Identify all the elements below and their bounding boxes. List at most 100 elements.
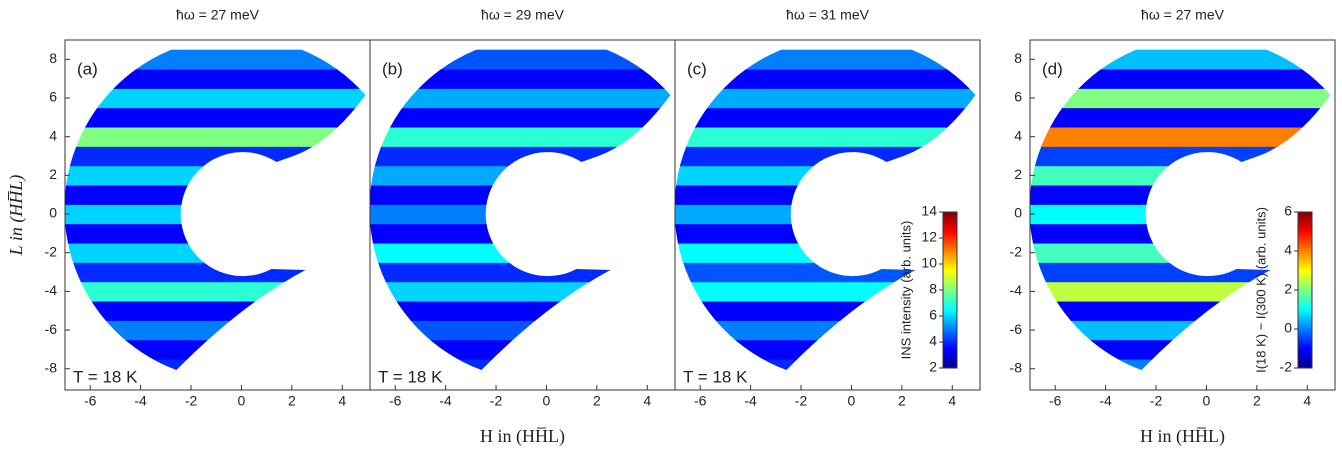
heat-row <box>65 204 366 225</box>
y-tick-label: -8 <box>45 359 58 375</box>
y-tick-label: -4 <box>1010 282 1023 298</box>
panel-title: ħω = 31 meV <box>786 7 870 23</box>
y-tick-label: 8 <box>49 50 57 66</box>
y-tick-label: 2 <box>1014 166 1022 182</box>
x-tick-label: 2 <box>898 393 906 409</box>
x-tick-label: 0 <box>848 393 856 409</box>
x-tick-label: 4 <box>643 393 651 409</box>
heat-row <box>370 185 671 205</box>
heat-row <box>65 185 366 205</box>
heat-row <box>65 127 366 147</box>
colorbar-tick-label: 10 <box>921 255 937 271</box>
heat-row <box>1030 339 1331 360</box>
colorbar-tick-label: 4 <box>929 333 937 349</box>
heat-row <box>370 223 671 244</box>
y-tick-label: -2 <box>1010 243 1023 259</box>
x-tick-label: 0 <box>1203 393 1211 409</box>
colorbar-tick-label: 4 <box>1284 242 1292 258</box>
heat-row <box>65 49 366 70</box>
panel-label: (d) <box>1042 59 1063 78</box>
heat-row <box>370 243 671 263</box>
heat-row <box>370 107 671 128</box>
heat-row <box>65 107 366 128</box>
panel-label: (b) <box>382 59 403 78</box>
heat-row <box>370 262 671 283</box>
x-tick-label: -6 <box>389 393 402 409</box>
x-tick-label: 4 <box>948 393 956 409</box>
colorbar-label: INS intensity (arb. units) <box>898 221 913 360</box>
panel-title: ħω = 27 meV <box>1141 7 1225 23</box>
panel-title: ħω = 27 meV <box>176 7 260 23</box>
y-tick-label: 0 <box>1014 205 1022 221</box>
heat-row <box>675 69 976 89</box>
colorbar-tick-label: 8 <box>929 281 937 297</box>
heat-row <box>1030 165 1331 186</box>
x-tick-label: 4 <box>338 393 346 409</box>
heat-row <box>370 281 671 302</box>
heatmap <box>65 49 366 371</box>
heat-row <box>1030 223 1331 244</box>
heat-row <box>65 88 366 109</box>
x-tick-label: -2 <box>1150 393 1163 409</box>
colorbar <box>1297 211 1313 369</box>
colorbar-tick-label: 0 <box>1284 320 1292 336</box>
y-tick-label: 6 <box>1014 89 1022 105</box>
heat-row <box>65 262 366 283</box>
heat-row <box>675 88 976 109</box>
heat-row <box>1030 49 1331 70</box>
heat-row <box>1030 69 1331 89</box>
x-tick-label: -2 <box>490 393 503 409</box>
colorbar-tick-label: 6 <box>1284 203 1292 219</box>
heat-row <box>675 165 976 186</box>
heat-row <box>65 223 366 244</box>
heat-row <box>1030 88 1331 109</box>
heat-row <box>1030 127 1331 147</box>
x-tick-label: -6 <box>84 393 97 409</box>
heat-row <box>65 301 366 321</box>
heat-row <box>65 320 366 341</box>
heat-row <box>65 339 366 360</box>
heat-row <box>1030 262 1331 283</box>
panel-title: ħω = 29 meV <box>481 7 565 23</box>
heat-row <box>370 301 671 321</box>
annotation: T = 18 K <box>73 367 138 386</box>
y-tick-label: 8 <box>1014 50 1022 66</box>
heat-row <box>370 127 671 147</box>
colorbar-tick-label: -2 <box>1280 359 1293 375</box>
x-tick-label: 4 <box>1303 393 1311 409</box>
x-tick-label: -6 <box>1049 393 1062 409</box>
colorbar <box>942 211 958 369</box>
y-tick-label: 6 <box>49 89 57 105</box>
frame <box>674 39 981 391</box>
y-tick-label: -6 <box>1010 321 1023 337</box>
y-tick-label: 4 <box>1014 127 1022 143</box>
heat-row <box>675 49 976 70</box>
heatmap <box>370 49 671 371</box>
x-tick-label: 0 <box>543 393 551 409</box>
heat-row <box>1030 146 1331 167</box>
x-tick-label: -2 <box>185 393 198 409</box>
y-tick-label: 4 <box>49 127 57 143</box>
x-tick-label: 0 <box>238 393 246 409</box>
x-tick-label: 2 <box>593 393 601 409</box>
x-tick-label: 2 <box>1253 393 1261 409</box>
heat-row <box>370 88 671 109</box>
heat-row <box>675 146 976 167</box>
colorbar-tick-label: 6 <box>929 307 937 323</box>
y-tick-label: -4 <box>45 282 58 298</box>
panel-label: (a) <box>77 59 98 78</box>
x-axis-label: H in (HH̅L) <box>1140 426 1225 447</box>
y-tick-label: 0 <box>49 205 57 221</box>
annotation: T = 18 K <box>683 367 748 386</box>
heat-row <box>370 320 671 341</box>
heat-row <box>370 204 671 225</box>
x-tick-label: -4 <box>134 393 147 409</box>
heat-row <box>370 69 671 89</box>
x-tick-label: -2 <box>795 393 808 409</box>
y-tick-label: -2 <box>45 243 58 259</box>
heat-row <box>675 107 976 128</box>
colorbar-tick-label: 2 <box>929 359 937 375</box>
colorbar-tick-label: 2 <box>1284 281 1292 297</box>
